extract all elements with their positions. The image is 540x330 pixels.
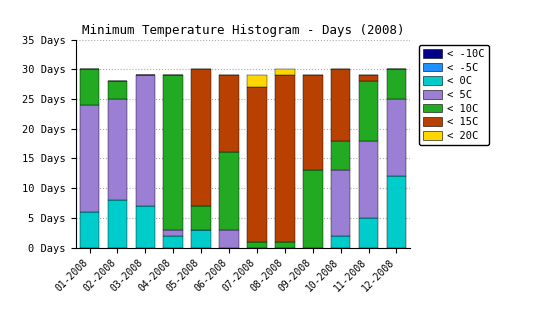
Bar: [275, 75, 295, 242]
Bar: [387, 176, 406, 248]
Bar: [275, 242, 295, 248]
Title: Minimum Temperature Histogram - Days (2008): Minimum Temperature Histogram - Days (20…: [82, 24, 404, 37]
Bar: [191, 69, 211, 206]
Bar: [247, 87, 267, 242]
Bar: [303, 75, 322, 170]
Bar: [191, 206, 211, 230]
Bar: [331, 141, 350, 170]
Bar: [136, 206, 155, 248]
Bar: [219, 75, 239, 152]
Bar: [303, 170, 322, 248]
Bar: [359, 218, 379, 248]
Bar: [219, 230, 239, 248]
Bar: [331, 170, 350, 236]
Bar: [359, 75, 379, 81]
Bar: [247, 75, 267, 87]
Bar: [107, 200, 127, 248]
Bar: [80, 212, 99, 248]
Bar: [80, 69, 99, 105]
Bar: [136, 75, 155, 206]
Bar: [387, 69, 406, 99]
Bar: [164, 230, 183, 236]
Legend: < -10C, < -5C, < 0C, < 5C, < 10C, < 15C, < 20C: < -10C, < -5C, < 0C, < 5C, < 10C, < 15C,…: [419, 45, 489, 145]
Bar: [359, 81, 379, 141]
Bar: [164, 75, 183, 230]
Bar: [331, 236, 350, 248]
Bar: [80, 105, 99, 212]
Bar: [331, 69, 350, 141]
Bar: [107, 81, 127, 99]
Bar: [107, 99, 127, 200]
Bar: [387, 99, 406, 176]
Bar: [164, 236, 183, 248]
Bar: [247, 242, 267, 248]
Bar: [191, 230, 211, 248]
Bar: [275, 69, 295, 75]
Bar: [359, 141, 379, 218]
Bar: [219, 152, 239, 230]
